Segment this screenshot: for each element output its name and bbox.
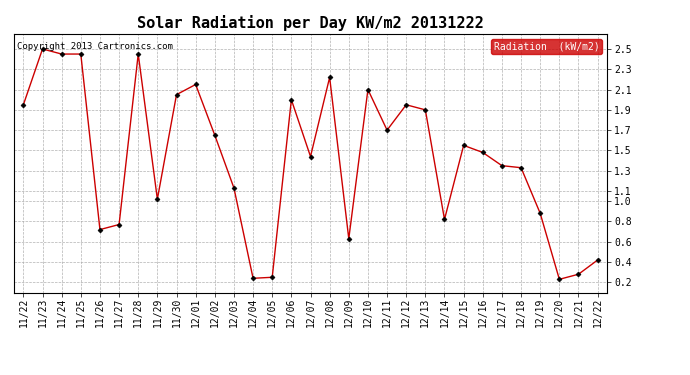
Legend: Radiation  (kW/m2): Radiation (kW/m2): [491, 39, 602, 54]
Title: Solar Radiation per Day KW/m2 20131222: Solar Radiation per Day KW/m2 20131222: [137, 15, 484, 31]
Text: Copyright 2013 Cartronics.com: Copyright 2013 Cartronics.com: [17, 42, 172, 51]
